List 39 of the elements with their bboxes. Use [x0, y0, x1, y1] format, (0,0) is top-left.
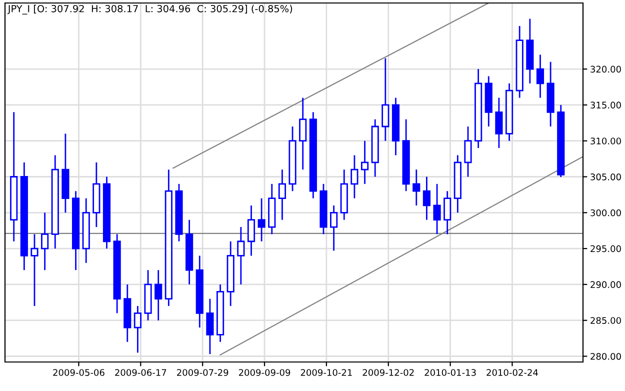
y-tick-label: 305.00: [590, 173, 621, 180]
y-tick-label: 315.00: [590, 102, 621, 109]
candlestick: [412, 168, 420, 206]
x-tick-label: 2010-02-24: [486, 369, 538, 376]
candlestick: [360, 140, 369, 185]
x-tick-label: 2009-06-17: [115, 369, 166, 376]
candlestick: [206, 298, 214, 355]
x-tick-label: 2009-12-02: [362, 369, 414, 376]
x-tick-label: 2009-05-06: [53, 369, 104, 376]
candlestick: [536, 54, 544, 98]
candlestick: [444, 190, 452, 235]
x-tick-label: 2009-10-21: [300, 369, 352, 376]
candlestick: [464, 126, 472, 178]
candlestick: [350, 154, 358, 199]
candlestick: [258, 198, 266, 242]
candlestick: [154, 269, 162, 322]
candlestick: [330, 204, 338, 252]
candlestick: [299, 97, 307, 170]
candlestick: [41, 212, 49, 271]
x-tick-label: 2009-09-09: [238, 369, 290, 376]
x-tick-label: 2009-07-29: [177, 369, 228, 376]
candlestick: [30, 234, 38, 307]
candlestick: [382, 58, 390, 142]
candlestick: [433, 183, 441, 235]
candlestick: [247, 204, 256, 256]
x-tick-label: 2010-01-13: [424, 369, 476, 376]
chart-title: JPY_I [O: 307.92 H: 308.17 L: 304.96 C: 305.29] (-0.85%): [7, 4, 292, 14]
y-tick-label: 295.00: [590, 245, 621, 252]
y-tick-label: 300.00: [590, 209, 621, 216]
y-tick-label: 320.00: [590, 66, 621, 73]
y-tick-label: 290.00: [590, 281, 621, 288]
y-tick-label: 280.00: [590, 352, 621, 360]
y-tick-label: 285.00: [590, 317, 621, 324]
candlestick: [134, 305, 142, 354]
y-tick-label: 310.00: [590, 138, 621, 144]
candlestick: [422, 176, 430, 221]
candlestick: [495, 97, 503, 149]
candlestick: [237, 226, 245, 286]
candlestick: [278, 168, 286, 221]
